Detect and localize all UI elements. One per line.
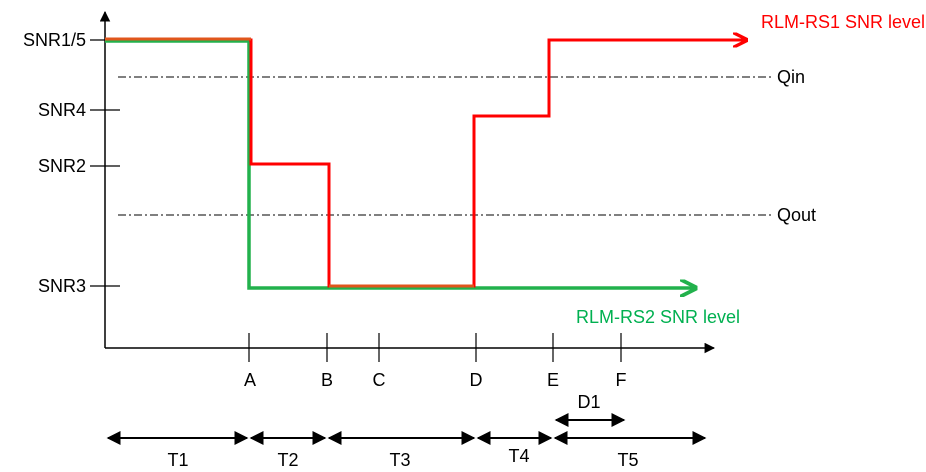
y-label-snr15: SNR1/5 (23, 30, 86, 50)
rs1-series-label: RLM-RS1 SNR level (761, 12, 925, 32)
x-label-b: B (321, 370, 333, 390)
d1-label: D1 (577, 392, 600, 412)
x-label-f: F (616, 370, 627, 390)
t3-label: T3 (389, 450, 410, 470)
x-label-a: A (244, 370, 256, 390)
qout-label: Qout (777, 205, 816, 225)
t2-label: T2 (277, 450, 298, 470)
y-label-snr4: SNR4 (38, 100, 86, 120)
y-label-snr2: SNR2 (38, 156, 86, 176)
t4-label: T4 (508, 446, 529, 466)
y-label-snr3: SNR3 (38, 276, 86, 296)
qin-label: Qin (777, 67, 805, 87)
rs2-series-label: RLM-RS2 SNR level (576, 307, 740, 327)
rs2-snr-line (105, 39, 694, 288)
x-label-c: C (373, 370, 386, 390)
x-label-e: E (547, 370, 559, 390)
t1-label: T1 (167, 450, 188, 470)
t5-label: T5 (617, 450, 638, 470)
x-label-d: D (470, 370, 483, 390)
